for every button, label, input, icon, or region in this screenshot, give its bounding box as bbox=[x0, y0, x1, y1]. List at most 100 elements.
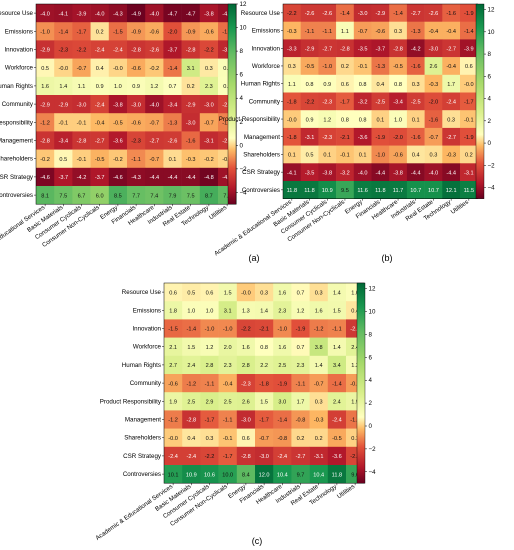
heatmap-cell bbox=[291, 374, 310, 393]
heatmap-cell bbox=[218, 301, 238, 320]
heatmap-cell bbox=[218, 428, 238, 448]
heatmap-cell bbox=[218, 337, 238, 357]
cell-value-label: 0.1 bbox=[323, 153, 331, 159]
cell-value-label: 0.6 bbox=[206, 290, 214, 296]
heatmap-cell bbox=[406, 145, 425, 164]
cell-value-label: -0.4 bbox=[446, 29, 456, 35]
cell-value-label: -4.7 bbox=[186, 11, 196, 17]
cell-value-label: 1.6 bbox=[315, 309, 323, 315]
cell-value-label: -2.4 bbox=[186, 454, 196, 460]
cell-value-label: 1.0 bbox=[187, 309, 195, 315]
cell-value-label: 0.8 bbox=[359, 82, 367, 88]
cell-value-label: 0.2 bbox=[297, 436, 305, 442]
cell-value-label: -2.3 bbox=[58, 48, 68, 54]
cell-value-label: -2.8 bbox=[340, 46, 350, 52]
heatmap-cell bbox=[90, 149, 110, 169]
cell-value-label: -0.1 bbox=[58, 121, 68, 127]
heatmap-cell bbox=[127, 76, 146, 96]
heatmap-cell bbox=[127, 186, 146, 205]
colorbar-tick-label: 6 bbox=[488, 73, 492, 80]
cell-value-label: -1.8 bbox=[259, 381, 269, 387]
heatmap-panel-3: 0.6 0.5 0.6 1.5 -0.0 0.3 1.6 0.7 0.3 1.4 1.0 1.8 1.0… bbox=[94, 282, 376, 546]
colorbar bbox=[227, 3, 237, 205]
heatmap-cell bbox=[389, 21, 408, 40]
heatmap-cell bbox=[199, 167, 219, 187]
cell-value-label: 1.2 bbox=[323, 117, 331, 123]
cell-value-label: -1.4 bbox=[168, 66, 178, 72]
cell-value-label: -2.9 bbox=[58, 102, 68, 108]
cell-value-label: -0.0 bbox=[241, 290, 251, 296]
heatmap-cell bbox=[236, 374, 256, 393]
heatmap-cell bbox=[300, 127, 319, 146]
heatmap-cell bbox=[182, 283, 201, 302]
heatmap-cell bbox=[283, 110, 301, 129]
cell-value-label: -3.8 bbox=[113, 102, 123, 108]
heatmap-cell bbox=[442, 181, 461, 199]
cell-value-label: -2.7 bbox=[322, 46, 332, 52]
heatmap-cell bbox=[163, 95, 182, 114]
heatmap-cell bbox=[389, 39, 408, 58]
cell-value-label: -0.1 bbox=[223, 436, 233, 442]
heatmap-cell bbox=[389, 110, 408, 129]
cell-value-label: -4.9 bbox=[131, 11, 141, 17]
cell-value-label: -2.9 bbox=[186, 102, 196, 108]
heatmap-cell bbox=[309, 465, 329, 484]
cell-value-label: 0.8 bbox=[223, 84, 231, 90]
heatmap-cell bbox=[108, 131, 128, 150]
cell-value-label: -3.2 bbox=[340, 170, 350, 176]
heatmap-cell bbox=[309, 428, 329, 448]
heatmap-cell bbox=[108, 113, 128, 132]
cell-value-label: -3.4 bbox=[393, 100, 403, 106]
cell-value-label: -1.0 bbox=[205, 327, 215, 333]
cell-value-label: -3.0 bbox=[77, 102, 87, 108]
colorbar-tick-label: 8 bbox=[240, 48, 244, 55]
row-label: Management bbox=[244, 134, 280, 141]
row-label: Workforce bbox=[133, 344, 162, 351]
cell-value-label: 2.4 bbox=[351, 345, 359, 351]
cell-value-label: 10.6 bbox=[204, 472, 215, 478]
cell-value-label: -2.2 bbox=[305, 100, 315, 106]
cell-value-label: -3.8 bbox=[204, 11, 214, 17]
heatmap-cell bbox=[54, 186, 73, 205]
colorbar-tick-label: −4 bbox=[488, 185, 496, 192]
heatmap-cell bbox=[460, 39, 478, 58]
colorbar-tick-label: 6 bbox=[369, 354, 373, 361]
heatmap-cell bbox=[336, 127, 355, 146]
heatmap-cell bbox=[181, 131, 201, 150]
heatmap-panel-1: -4.0 -4.1 -3.9 -4.0 -4.3 -4.9 -4.0 -4.7 -4.7 -3.8… bbox=[0, 1, 260, 263]
heatmap-cell bbox=[460, 57, 478, 76]
cell-value-label: -4.2 bbox=[411, 46, 421, 52]
cell-value-label: -1.7 bbox=[77, 30, 87, 36]
cell-value-label: -1.1 bbox=[322, 29, 332, 35]
heatmap-cell bbox=[72, 113, 91, 132]
cell-value-label: 6.7 bbox=[78, 193, 86, 199]
colorbar-tick-label: 4 bbox=[240, 95, 244, 102]
heatmap-cell bbox=[424, 39, 443, 58]
heatmap-cell bbox=[309, 283, 329, 302]
heatmap-cell bbox=[164, 355, 183, 375]
heatmap-cell bbox=[163, 113, 182, 132]
heatmap-cell bbox=[336, 57, 355, 76]
cell-value-label: 11.8 bbox=[375, 188, 385, 194]
cell-value-label: -2.6 bbox=[322, 11, 332, 17]
heatmap-cell bbox=[90, 40, 110, 59]
cell-value-label: 0.3 bbox=[205, 66, 213, 72]
heatmap-cell bbox=[460, 110, 478, 129]
heatmap-cell bbox=[371, 110, 390, 129]
heatmap-cell bbox=[300, 57, 319, 76]
cell-value-label: -0.5 bbox=[332, 436, 342, 442]
heatmap-cell bbox=[336, 163, 355, 182]
row-label: Product Responsibility bbox=[0, 119, 34, 126]
heatmap-cell bbox=[283, 127, 301, 146]
cell-value-label: 3.1 bbox=[224, 309, 232, 315]
heatmap-cell bbox=[291, 301, 310, 320]
heatmap-cell bbox=[389, 4, 408, 22]
heatmap-cell bbox=[318, 163, 337, 182]
cell-value-label: 0.3 bbox=[288, 64, 296, 70]
heatmap-cell bbox=[72, 186, 91, 205]
cell-value-label: 7.5 bbox=[187, 193, 195, 199]
heatmap-cell bbox=[181, 58, 201, 78]
heatmap-cell bbox=[336, 74, 355, 93]
heatmap-cell bbox=[163, 40, 182, 59]
cell-value-label: -1.1 bbox=[296, 381, 306, 387]
